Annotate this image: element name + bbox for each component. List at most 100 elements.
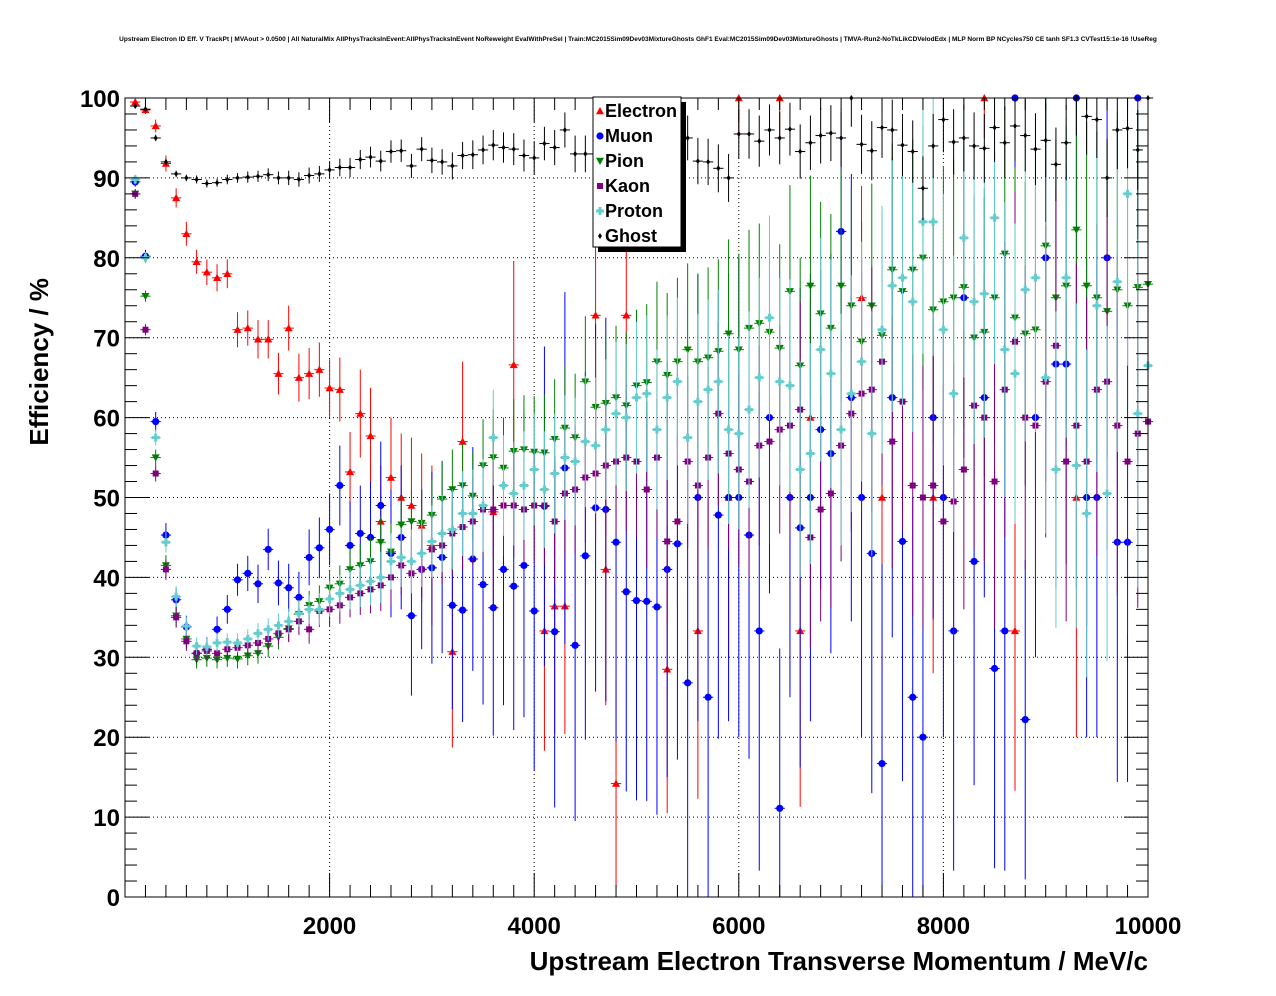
- kaon-point: [909, 482, 916, 489]
- ghost-point: [747, 130, 752, 137]
- kaon-point: [1124, 458, 1131, 465]
- proton-point: [192, 642, 201, 651]
- ghost-point: [225, 176, 230, 183]
- ghost-point: [982, 145, 987, 152]
- ghost-point: [174, 170, 179, 177]
- ghost-point: [1053, 161, 1058, 168]
- y-tick-label: 100: [80, 86, 120, 113]
- kaon-point: [183, 638, 190, 645]
- proton-point: [202, 642, 211, 651]
- proton-point: [652, 425, 661, 434]
- x-axis-title: Upstream Electron Transverse Momentum / …: [530, 946, 1148, 976]
- muon-point: [622, 588, 630, 596]
- muon-point: [377, 501, 385, 510]
- muon-point: [551, 628, 559, 636]
- muon-point: [479, 580, 487, 589]
- proton-point: [161, 538, 170, 547]
- pion-point: [683, 346, 692, 354]
- y-tick-label: 40: [93, 565, 120, 592]
- proton-point: [847, 389, 856, 398]
- muon-point: [407, 612, 416, 620]
- proton-point: [366, 577, 375, 586]
- y-tick-label: 10: [93, 805, 120, 832]
- muon-point: [571, 641, 579, 649]
- proton-point: [243, 634, 252, 643]
- proton-point: [1113, 277, 1122, 286]
- kaon-point: [214, 650, 221, 657]
- ghost-point: [777, 134, 782, 141]
- legend-label-ghost: Ghost: [605, 226, 657, 246]
- proton-point: [315, 605, 324, 614]
- proton-point: [724, 425, 733, 434]
- ghost-point: [521, 152, 526, 159]
- ghost-point: [255, 173, 260, 180]
- x-tick-label: 2000: [303, 913, 356, 940]
- electron-point: [325, 384, 334, 392]
- muon-point: [315, 544, 323, 552]
- muon-point: [970, 557, 978, 566]
- proton-point: [417, 549, 426, 558]
- muon-point: [244, 569, 252, 578]
- ghost-point: [419, 146, 424, 153]
- muon-point: [653, 603, 661, 611]
- electron-point: [878, 493, 887, 501]
- proton-point: [550, 469, 559, 478]
- electron-point: [356, 409, 365, 417]
- ghost-point: [409, 162, 414, 169]
- series-kaon: [130, 187, 1154, 663]
- kaon-point: [889, 438, 896, 445]
- proton-point: [1103, 489, 1112, 498]
- proton-point: [284, 617, 293, 626]
- legend-label-electron: Electron: [605, 101, 677, 121]
- y-tick-label: 0: [107, 885, 120, 912]
- kaon-point: [142, 326, 149, 333]
- electron-point: [509, 360, 518, 369]
- ghost-point: [1013, 122, 1018, 129]
- proton-point: [1011, 369, 1020, 378]
- muon-point: [254, 580, 262, 588]
- legend-items: Electron Muon Pion Kaon Proton Ghost: [596, 101, 677, 246]
- pion-point: [1082, 282, 1091, 290]
- ghost-point: [1064, 139, 1069, 146]
- proton-point: [356, 581, 365, 590]
- proton-point: [796, 465, 805, 474]
- pion-point: [397, 521, 406, 529]
- ghost-point: [194, 176, 199, 183]
- legend-label-proton: Proton: [605, 201, 663, 221]
- proton-point: [213, 638, 222, 647]
- electron-point: [458, 437, 467, 445]
- muon-point: [990, 664, 999, 673]
- proton-point: [479, 501, 488, 510]
- muon-point: [704, 693, 712, 701]
- ghost-point: [972, 142, 977, 149]
- proton-point: [745, 405, 754, 414]
- ghost-point: [880, 124, 885, 131]
- muon-point: [1001, 627, 1009, 635]
- electron-point: [284, 324, 293, 332]
- ghost-point: [1084, 113, 1089, 120]
- data-points: [130, 94, 1154, 897]
- y-tick-label: 90: [93, 166, 120, 193]
- x-tick-label: 4000: [508, 913, 561, 940]
- y-tick-label: 50: [93, 486, 120, 513]
- proton-point: [806, 449, 815, 458]
- proton-point: [172, 592, 181, 601]
- proton-point: [990, 213, 999, 222]
- muon-point: [223, 605, 231, 613]
- proton-point: [622, 413, 631, 422]
- proton-point: [540, 485, 549, 494]
- proton-point: [673, 377, 682, 386]
- ghost-point: [583, 150, 588, 157]
- kaon-point: [643, 486, 650, 493]
- proton-point: [970, 297, 979, 306]
- proton-point: [867, 429, 876, 438]
- ghost-point: [348, 164, 353, 171]
- ghost-point: [542, 140, 547, 147]
- kaon-point: [991, 478, 998, 485]
- legend-label-kaon: Kaon: [605, 176, 650, 196]
- proton-point: [468, 509, 477, 518]
- proton-point: [878, 325, 887, 334]
- ghost-point: [532, 154, 537, 161]
- proton-point: [734, 429, 743, 438]
